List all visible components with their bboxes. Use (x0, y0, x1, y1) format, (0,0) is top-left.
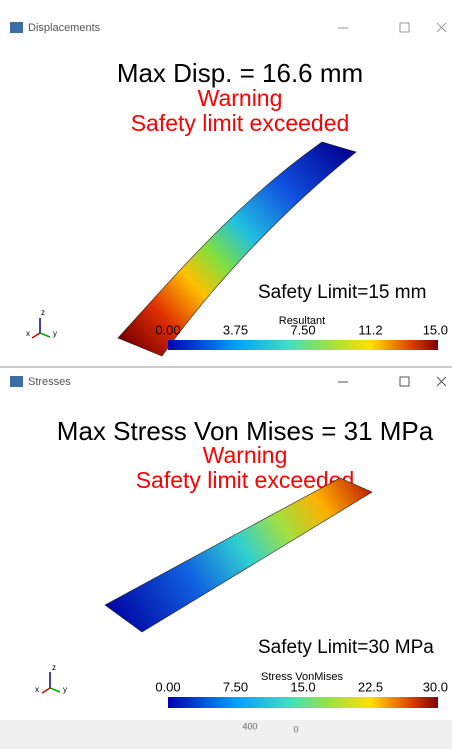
window-title: Displacements (28, 22, 101, 34)
colorbar-tick-label: 22.5 (358, 679, 383, 694)
colorbar-tick-label: 3.75 (223, 322, 248, 337)
axis-label: y (63, 685, 67, 694)
window-title: Stresses (28, 376, 71, 388)
message: Safety limit exceeded (131, 110, 350, 136)
axis-label: x (26, 329, 30, 338)
axes-triad (42, 672, 60, 693)
safety-limit: Safety Limit=15 mm (258, 282, 426, 303)
colorbar (168, 340, 438, 350)
beam (105, 478, 372, 632)
colorbar-tick-label: 7.50 (290, 322, 315, 337)
axis-label: y (53, 329, 57, 338)
axis-label: x (35, 685, 39, 694)
colorbar-tick-label: 15.0 (423, 322, 448, 337)
warning: Warning (198, 85, 283, 111)
axis-label: z (52, 663, 56, 672)
colorbar-tick-label: 30.0 (423, 679, 448, 694)
footer-text: 400 (242, 721, 257, 731)
window-icon (10, 22, 23, 33)
window-controls[interactable] (338, 377, 446, 386)
colorbar-tick-label: 0.00 (155, 322, 180, 337)
colorbar-tick-label: 11.2 (358, 322, 382, 337)
footer (0, 720, 452, 749)
colorbar-tick-label: 15.0 (290, 679, 315, 694)
screen: Displacements Max Disp. = 16.6 mm Warnin… (0, 0, 452, 749)
colorbar-tick-label: 7.50 (223, 679, 248, 694)
safety-limit: Safety Limit=30 MPa (258, 637, 434, 658)
warning: Warning (203, 442, 288, 468)
window-icon (10, 376, 23, 387)
axis-label: z (41, 308, 45, 317)
colorbar (168, 697, 438, 708)
headline: Max Disp. = 16.6 mm (117, 58, 363, 88)
footer-text: 0 (293, 724, 298, 734)
colorbar-ticks: 0.00 7.50 15.0 22.5 30.0 (155, 679, 448, 694)
colorbar-tick-label: 0.00 (155, 679, 180, 694)
